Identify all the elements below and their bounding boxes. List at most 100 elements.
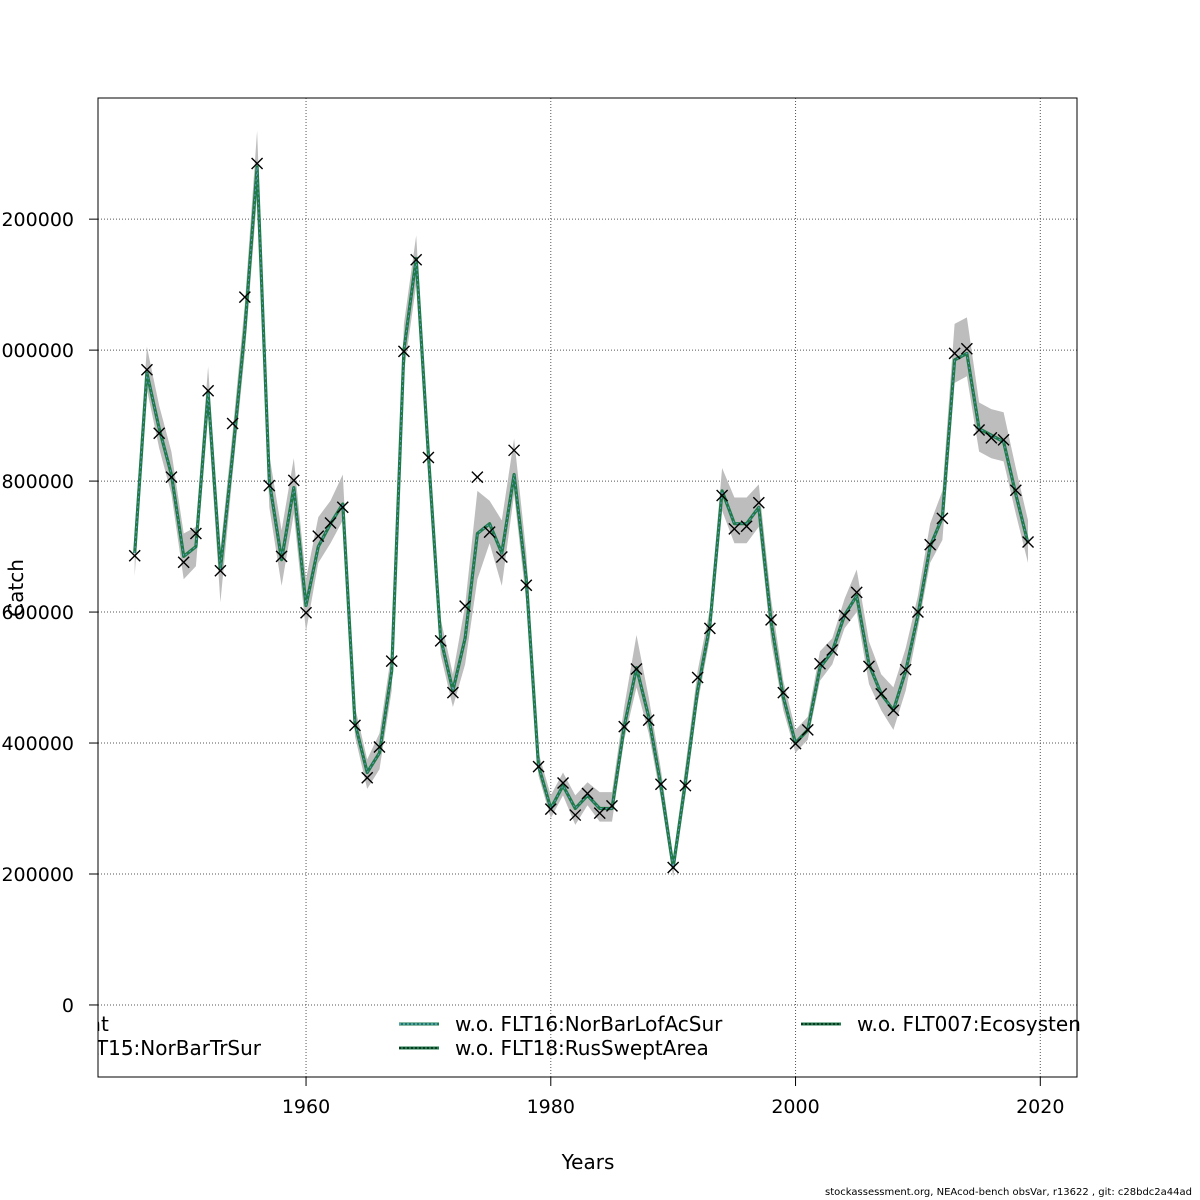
marker-stroke (814, 657, 827, 670)
marker-stroke (850, 586, 863, 599)
observation-marker (679, 779, 692, 792)
marker-stroke (410, 253, 423, 266)
observation-marker (397, 345, 410, 358)
marker-stroke (948, 347, 961, 360)
observation-marker (446, 686, 459, 699)
marker-stroke (214, 564, 227, 577)
y-tick-label: 0 (62, 995, 74, 1017)
observation-marker (936, 512, 949, 525)
legend-item: w.o. FLT007:Ecosysten (801, 1012, 1081, 1036)
marker-stroke (973, 424, 986, 437)
estimate-line (133, 165, 1030, 870)
observation-marker (838, 609, 851, 622)
marker-stroke (373, 740, 386, 753)
observation-marker (960, 342, 973, 355)
marker-stroke (238, 291, 251, 304)
marker-stroke (300, 606, 313, 619)
legend-label: FLT15:NorBarTrSur (76, 1036, 262, 1060)
observation-marker (801, 723, 814, 736)
legend-item: ent (76, 1012, 109, 1036)
marker-stroke (177, 556, 190, 569)
marker-stroke (251, 157, 264, 170)
observation-marker (287, 474, 300, 487)
observation-marker (153, 427, 166, 440)
observation-marker (752, 496, 765, 509)
x-tick-label: 2000 (771, 1096, 819, 1118)
observation-marker (361, 771, 374, 784)
observation-marker (605, 799, 618, 812)
marker-stroke (789, 737, 802, 750)
observation-marker (410, 253, 423, 266)
observation-marker (128, 549, 141, 562)
observation-marker (899, 663, 912, 676)
marker-stroke (459, 600, 472, 613)
marker-stroke (936, 512, 949, 525)
marker-stroke (887, 704, 900, 717)
observation-marker (1009, 484, 1022, 497)
observation-marker (177, 556, 190, 569)
observation-marker (569, 809, 582, 822)
marker-stroke (985, 431, 998, 444)
observation-marker (911, 606, 924, 619)
observation-marker (887, 704, 900, 717)
observation-marker (691, 671, 704, 684)
marker-stroke (263, 479, 276, 492)
legend-item: FLT15:NorBarTrSur (76, 1036, 262, 1060)
observation-marker (789, 737, 802, 750)
marker-stroke (385, 655, 398, 668)
observation-marker (740, 520, 753, 533)
y-tick-label: 200000 (1, 864, 74, 886)
axes: 1960 1980 2000 2020 0 200000 400000 600000 80000… (0, 209, 1064, 1118)
marker-stroke (691, 671, 704, 684)
marker-stroke (324, 517, 337, 529)
x-tick-label: 1960 (282, 1096, 330, 1118)
observation-marker (544, 803, 557, 816)
marker-stroke (581, 787, 594, 800)
legend-label: ent (76, 1012, 109, 1036)
observation-marker (495, 551, 508, 564)
y-tick-label: 400000 (1, 733, 74, 755)
marker-stroke (654, 778, 667, 791)
confidence-band (134, 130, 1028, 878)
marker-stroke (801, 723, 814, 736)
observation-marker (618, 720, 631, 733)
marker-stroke (997, 433, 1010, 446)
observation-marker (985, 431, 998, 444)
observation-marker (275, 550, 288, 563)
observation-marker (336, 501, 349, 514)
observation-marker (373, 740, 386, 753)
marker-stroke (716, 489, 729, 502)
marker-stroke (862, 660, 875, 673)
marker-stroke (618, 720, 631, 733)
observation-marker (251, 157, 264, 170)
observation-marker (581, 787, 594, 800)
marker-stroke (703, 622, 716, 635)
observation-marker (948, 347, 961, 360)
marker-stroke (667, 861, 680, 874)
marker-stroke (348, 719, 361, 732)
observation-marker (312, 530, 325, 543)
observation-marker (850, 586, 863, 599)
observation-marker (826, 644, 839, 657)
marker-stroke (765, 613, 778, 626)
legend-item: w.o. FLT16:NorBarLofAcSur (399, 1012, 723, 1036)
footer-credit: stockassessment.org, NEAcod-bench obsVar… (825, 1187, 1192, 1198)
marker-stroke (569, 809, 582, 822)
marker-stroke (924, 538, 937, 551)
observation-marker (385, 655, 398, 668)
marker-stroke (911, 606, 924, 619)
marker-stroke (544, 803, 557, 816)
observation-marker (263, 479, 276, 492)
marker-stroke (520, 579, 533, 592)
observation-marker (532, 760, 545, 773)
observation-marker (924, 538, 937, 551)
x-tick-label: 1980 (527, 1096, 575, 1118)
observation-marker (716, 489, 729, 502)
observation-marker (777, 686, 790, 699)
marker-stroke (189, 527, 202, 540)
observation-marker (471, 471, 484, 484)
marker-stroke (532, 760, 545, 773)
observation-marker (765, 613, 778, 626)
marker-stroke (312, 530, 325, 543)
